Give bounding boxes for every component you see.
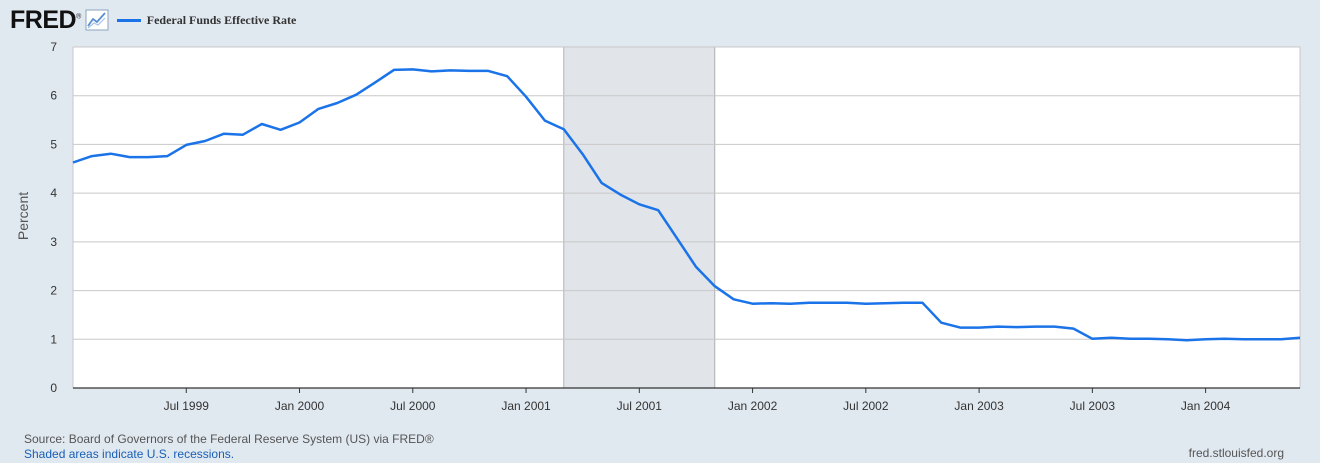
footer-notes: Source: Board of Governors of the Federa… <box>24 432 434 462</box>
y-axis-label: Percent <box>15 192 31 240</box>
chart-logo-icon <box>85 9 109 31</box>
x-tick-label: Jan 2001 <box>501 399 551 413</box>
y-tick-label: 5 <box>50 137 57 151</box>
x-tick-label: Jan 2000 <box>275 399 325 413</box>
x-tick-label: Jul 2002 <box>843 399 889 413</box>
site-link[interactable]: fred.stlouisfed.org <box>1188 446 1284 460</box>
x-tick-label: Jul 1999 <box>164 399 210 413</box>
legend-label: Federal Funds Effective Rate <box>146 12 297 27</box>
recession-band <box>563 46 716 389</box>
y-tick-label: 6 <box>50 89 57 103</box>
x-tick-label: Jan 2003 <box>954 399 1004 413</box>
x-tick-label: Jan 2004 <box>1181 399 1231 413</box>
y-tick-label: 0 <box>50 381 57 395</box>
fred-logo[interactable]: FRED® <box>10 5 81 34</box>
legend-swatch <box>116 18 141 22</box>
y-tick-label: 3 <box>50 235 57 249</box>
y-tick-label: 7 <box>50 40 57 54</box>
x-tick-label: Jan 2002 <box>728 399 778 413</box>
series-line <box>72 68 1301 342</box>
header: FRED® Federal Funds Effective Rate <box>10 6 296 34</box>
y-tick-label: 2 <box>50 284 57 298</box>
x-tick-label: Jul 2000 <box>390 399 436 413</box>
x-tick-label: Jul 2001 <box>617 399 663 413</box>
y-tick-label: 4 <box>50 186 57 200</box>
x-tick-label: Jul 2003 <box>1070 399 1116 413</box>
source-note: Source: Board of Governors of the Federa… <box>24 432 434 446</box>
recession-note[interactable]: Shaded areas indicate U.S. recessions. <box>24 447 235 461</box>
legend: Federal Funds Effective Rate <box>116 12 297 28</box>
y-tick-label: 1 <box>50 332 57 346</box>
